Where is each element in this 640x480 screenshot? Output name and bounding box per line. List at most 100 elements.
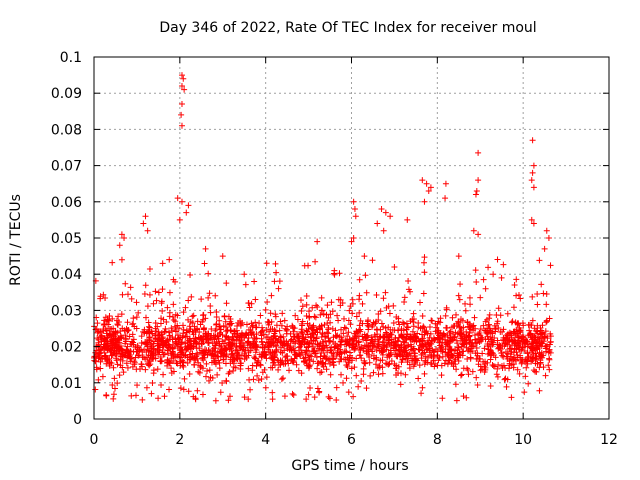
data-point <box>512 319 519 326</box>
data-point <box>282 360 289 367</box>
data-point <box>320 311 327 318</box>
data-point <box>111 375 118 382</box>
data-point <box>351 335 358 342</box>
data-point <box>242 281 249 288</box>
data-point <box>184 354 191 361</box>
data-point <box>184 339 191 346</box>
data-point <box>114 380 121 387</box>
data-point <box>500 261 507 268</box>
data-point <box>172 278 179 285</box>
data-point <box>265 343 272 350</box>
data-point <box>536 387 543 394</box>
data-point <box>263 355 270 362</box>
data-point <box>495 361 502 368</box>
x-tick-labels: 0 2 4 6 8 10 12 <box>90 432 618 448</box>
data-point <box>108 352 115 359</box>
data-point <box>472 350 479 357</box>
data-point <box>128 392 135 399</box>
data-point <box>214 353 221 360</box>
data-point <box>205 377 212 384</box>
data-point <box>108 332 115 339</box>
data-point <box>529 355 536 362</box>
data-point <box>242 330 249 337</box>
data-point <box>316 388 323 395</box>
data-point <box>204 351 211 358</box>
data-point <box>515 292 522 299</box>
data-point <box>320 363 327 370</box>
data-point <box>203 360 210 367</box>
data-point <box>437 319 444 326</box>
data-point <box>324 329 331 336</box>
data-point <box>226 393 233 400</box>
data-point <box>161 393 168 400</box>
data-point <box>480 358 487 365</box>
data-point <box>160 351 167 358</box>
data-point <box>106 331 113 338</box>
data-point <box>219 331 226 338</box>
data-point <box>541 334 548 341</box>
data-point <box>382 360 389 367</box>
data-point <box>470 227 477 234</box>
data-point <box>431 336 438 343</box>
data-point <box>248 300 255 307</box>
data-point <box>291 349 298 356</box>
data-point <box>126 333 133 340</box>
data-point <box>164 336 171 343</box>
data-point <box>191 361 198 368</box>
data-point <box>398 333 405 340</box>
data-point <box>264 299 271 306</box>
data-point <box>115 318 122 325</box>
data-point <box>263 260 270 267</box>
data-point <box>139 396 146 403</box>
data-point <box>223 300 230 307</box>
data-point <box>280 333 287 340</box>
data-point <box>364 334 371 341</box>
y-tick-label: 0.01 <box>51 376 82 392</box>
data-point <box>199 340 206 347</box>
data-point <box>333 352 340 359</box>
data-point <box>345 389 352 396</box>
data-point <box>225 370 232 377</box>
data-point <box>330 362 337 369</box>
data-point <box>245 300 252 307</box>
data-point <box>116 242 123 249</box>
data-point <box>243 321 250 328</box>
data-point <box>536 257 543 264</box>
data-point <box>142 314 149 321</box>
x-tick-label: 8 <box>433 432 442 448</box>
data-point <box>467 345 474 352</box>
data-point <box>500 362 507 369</box>
data-point <box>281 317 288 324</box>
data-point <box>427 184 434 191</box>
data-point <box>324 302 331 309</box>
data-point <box>230 333 237 340</box>
data-point <box>537 331 544 338</box>
data-point <box>184 360 191 367</box>
data-point <box>100 326 107 333</box>
data-point <box>355 383 362 390</box>
data-point <box>252 319 259 326</box>
data-point <box>276 327 283 334</box>
data-point <box>291 325 298 332</box>
data-point <box>119 364 126 371</box>
data-point <box>465 323 472 330</box>
data-point <box>115 313 122 320</box>
data-point <box>424 345 431 352</box>
data-point <box>189 350 196 357</box>
data-point <box>198 296 205 303</box>
data-point <box>268 318 275 325</box>
data-point <box>107 349 114 356</box>
x-tick-label: 10 <box>514 432 532 448</box>
data-point <box>434 362 441 369</box>
data-point <box>536 336 543 343</box>
data-point <box>251 278 258 285</box>
data-point <box>180 75 187 82</box>
data-point <box>533 327 540 334</box>
data-point <box>181 86 188 93</box>
data-point <box>249 344 256 351</box>
data-point <box>401 298 408 305</box>
data-point <box>504 376 511 383</box>
data-point <box>328 350 335 357</box>
data-point <box>170 317 177 324</box>
data-point <box>183 209 190 216</box>
